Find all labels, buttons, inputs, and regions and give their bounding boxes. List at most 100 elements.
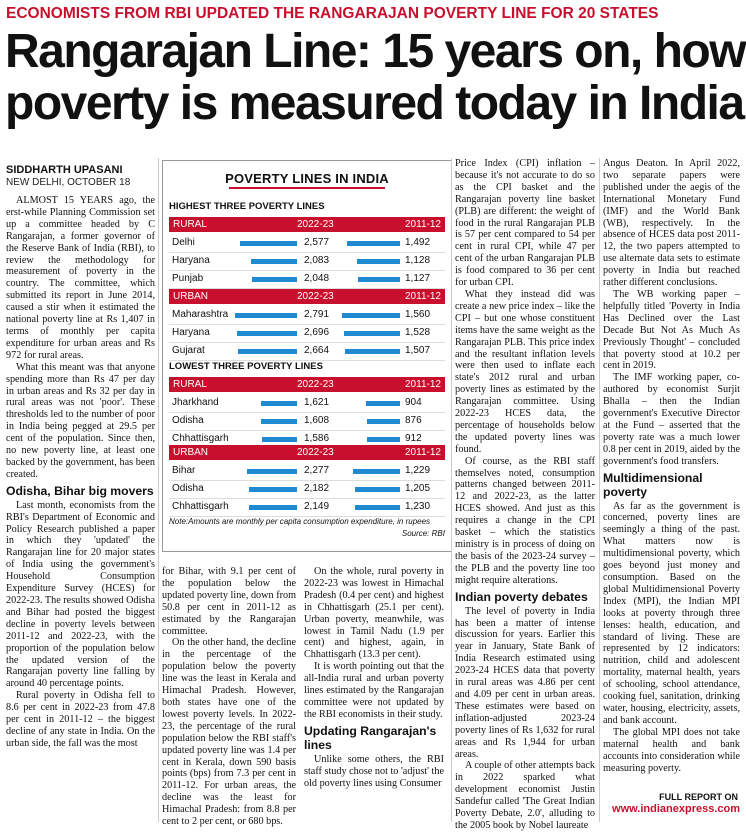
paragraph: Last month, economists from the RBI's De… [6,499,155,690]
paragraph: Of course, as the RBI staff themselves n… [455,455,595,586]
value-2022-23: 2,664 [304,345,330,356]
state-name: Odisha [172,415,204,426]
value-2011-12: 1,528 [405,327,431,338]
value-bar [355,505,400,510]
value-2011-12: 876 [405,415,422,426]
paragraph: On the whole, rural poverty in 2022-23 w… [304,566,444,661]
value-2022-23: 2,149 [304,501,330,512]
value-2022-23: 1,621 [304,397,330,408]
column-1: ALMOST 15 YEARS ago, the erst-while Plan… [6,195,155,750]
value-bar [347,241,400,246]
value-2011-12: 1,507 [405,345,431,356]
value-2011-12: 1,127 [405,273,431,284]
paragraph: for Bihar, with 9.1 per cent of the popu… [162,566,296,637]
col-2022-label: 2022-23 [297,379,334,390]
table-row: Maharashtra 2,791 1,560 [169,305,445,325]
full-report-label: FULL REPORT ON [659,792,738,802]
value-bar [344,331,400,336]
paragraph: The WB working paper – helpfully titled … [603,288,740,372]
value-bar [366,401,400,406]
value-2011-12: 904 [405,397,422,408]
table-row: Chhattisgarh 2,149 1,230 [169,497,445,517]
value-2022-23: 2,791 [304,309,330,320]
kicker: ECONOMISTS FROM RBI UPDATED THE RANGARAJ… [6,5,659,22]
table-row: Odisha 1,608 876 [169,411,445,431]
headline-line-1: Rangarajan Line: 15 years on, how [5,25,746,78]
value-2022-23: 1,608 [304,415,330,426]
urban-label: URBAN [173,447,209,458]
paragraph: Angus Deaton. In April 2022, two separat… [603,158,740,289]
value-bar [261,419,297,424]
subheading: Indian poverty debates [455,589,588,604]
dateline: NEW DELHI, OCTOBER 18 [6,177,131,188]
state-name: Haryana [172,327,210,338]
col-2022-label: 2022-23 [297,291,334,302]
value-2011-12: 1,230 [405,501,431,512]
table-row: Odisha 2,182 1,205 [169,479,445,499]
value-bar [367,437,400,442]
value-bar [355,487,400,492]
table-header: URBAN 2022-23 2011-12 [169,445,445,460]
author: SIDDHARTH UPASANI [6,164,123,176]
value-bar [345,349,400,354]
col-2011-label: 2011-12 [405,447,441,458]
table-note: Note:Amounts are monthly per capita cons… [169,517,431,526]
paragraph: The level of poverty in India has been a… [455,605,595,760]
state-name: Odisha [172,483,204,494]
col-2022-label: 2022-23 [297,447,334,458]
table-row: Haryana 2,696 1,528 [169,323,445,343]
website-link[interactable]: www.indianexpress.com [612,803,740,815]
paragraph: Price Index (CPI) inflation – because it… [455,158,595,289]
headline-line-2: poverty is measured today in India [5,77,745,130]
lowest-section-label: LOWEST THREE POVERTY LINES [169,361,323,372]
subheading: Updating Rangarajan's lines [304,723,437,752]
column-divider [599,158,600,822]
paragraph: Rural poverty in Odisha fell to 8.6 per … [6,690,155,749]
value-2022-23: 2,182 [304,483,330,494]
paragraph: What this meant was that anyone spending… [6,361,155,480]
subheading: Multidimensional poverty [603,470,703,499]
value-2011-12: 912 [405,433,422,444]
table-row: Delhi 2,577 1,492 [169,233,445,253]
value-2011-12: 1,492 [405,237,431,248]
value-bar [238,349,297,354]
state-name: Jharkhand [172,397,219,408]
title-rule [229,187,385,189]
table-row: Haryana 2,083 1,128 [169,251,445,271]
rural-label: RURAL [173,219,207,230]
value-bar [252,277,297,282]
table-row: Punjab 2,048 1,127 [169,269,445,289]
paragraph: What they instead did was create a new p… [455,288,595,455]
state-name: Maharashtra [172,309,229,320]
value-bar [367,419,400,424]
value-bar [358,277,400,282]
value-bar [249,487,297,492]
paragraph: A couple of other attempts back in 2022 … [455,760,595,831]
value-bar [353,469,400,474]
state-name: Haryana [172,255,210,266]
value-2022-23: 1,586 [304,433,330,444]
poverty-lines-table: POVERTY LINES IN INDIA HIGHEST THREE POV… [162,160,452,552]
paragraph: On the other hand, the decline in the pe… [162,637,296,828]
table-row: Gujarat 2,664 1,507 [169,341,445,361]
value-bar [237,331,297,336]
column-divider [158,158,159,822]
state-name: Delhi [172,237,195,248]
urban-label: URBAN [173,291,209,302]
value-2022-23: 2,577 [304,237,330,248]
table-row: Bihar 2,277 1,229 [169,461,445,481]
paragraph: Unlike some others, the RBI staff study … [304,753,444,789]
value-2011-12: 1,229 [405,465,431,476]
col-2011-label: 2011-12 [405,291,441,302]
byline: SIDDHARTH UPASANI NEW DELHI, OCTOBER 18 [6,164,130,188]
value-bar [240,241,297,246]
value-bar [249,505,297,510]
subheading: Odisha, Bihar big movers [6,483,154,498]
value-2011-12: 1,205 [405,483,431,494]
column-4: Price Index (CPI) inflation – because it… [455,158,595,832]
col-2022-label: 2022-23 [297,219,334,230]
value-bar [357,259,400,264]
value-bar [261,401,297,406]
value-2022-23: 2,048 [304,273,330,284]
column-3: On the whole, rural poverty in 2022-23 w… [304,566,444,790]
